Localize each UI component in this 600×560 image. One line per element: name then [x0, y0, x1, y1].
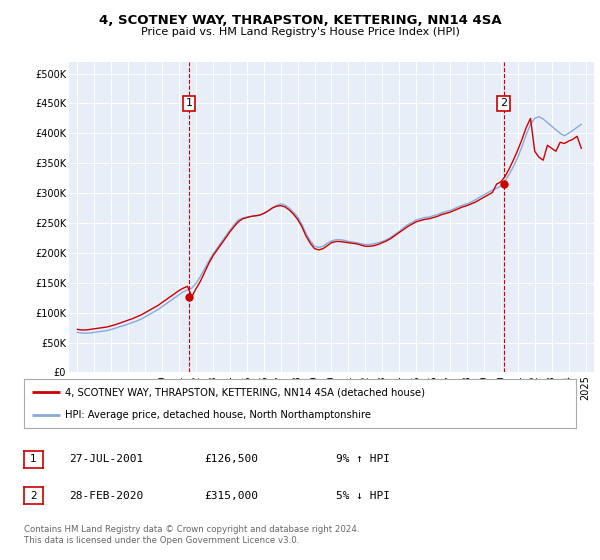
- Text: 2: 2: [500, 99, 507, 109]
- Text: Contains HM Land Registry data © Crown copyright and database right 2024.
This d: Contains HM Land Registry data © Crown c…: [24, 525, 359, 545]
- Text: 27-JUL-2001: 27-JUL-2001: [69, 454, 143, 464]
- Text: £315,000: £315,000: [204, 491, 258, 501]
- Text: HPI: Average price, detached house, North Northamptonshire: HPI: Average price, detached house, Nort…: [65, 410, 371, 420]
- Text: 4, SCOTNEY WAY, THRAPSTON, KETTERING, NN14 4SA: 4, SCOTNEY WAY, THRAPSTON, KETTERING, NN…: [98, 14, 502, 27]
- Text: 1: 1: [30, 454, 37, 464]
- Text: 9% ↑ HPI: 9% ↑ HPI: [336, 454, 390, 464]
- Text: 1: 1: [185, 99, 193, 109]
- Text: 2: 2: [30, 491, 37, 501]
- Text: 5% ↓ HPI: 5% ↓ HPI: [336, 491, 390, 501]
- Text: 28-FEB-2020: 28-FEB-2020: [69, 491, 143, 501]
- Text: £126,500: £126,500: [204, 454, 258, 464]
- Text: Price paid vs. HM Land Registry's House Price Index (HPI): Price paid vs. HM Land Registry's House …: [140, 27, 460, 37]
- Text: 4, SCOTNEY WAY, THRAPSTON, KETTERING, NN14 4SA (detached house): 4, SCOTNEY WAY, THRAPSTON, KETTERING, NN…: [65, 388, 425, 398]
